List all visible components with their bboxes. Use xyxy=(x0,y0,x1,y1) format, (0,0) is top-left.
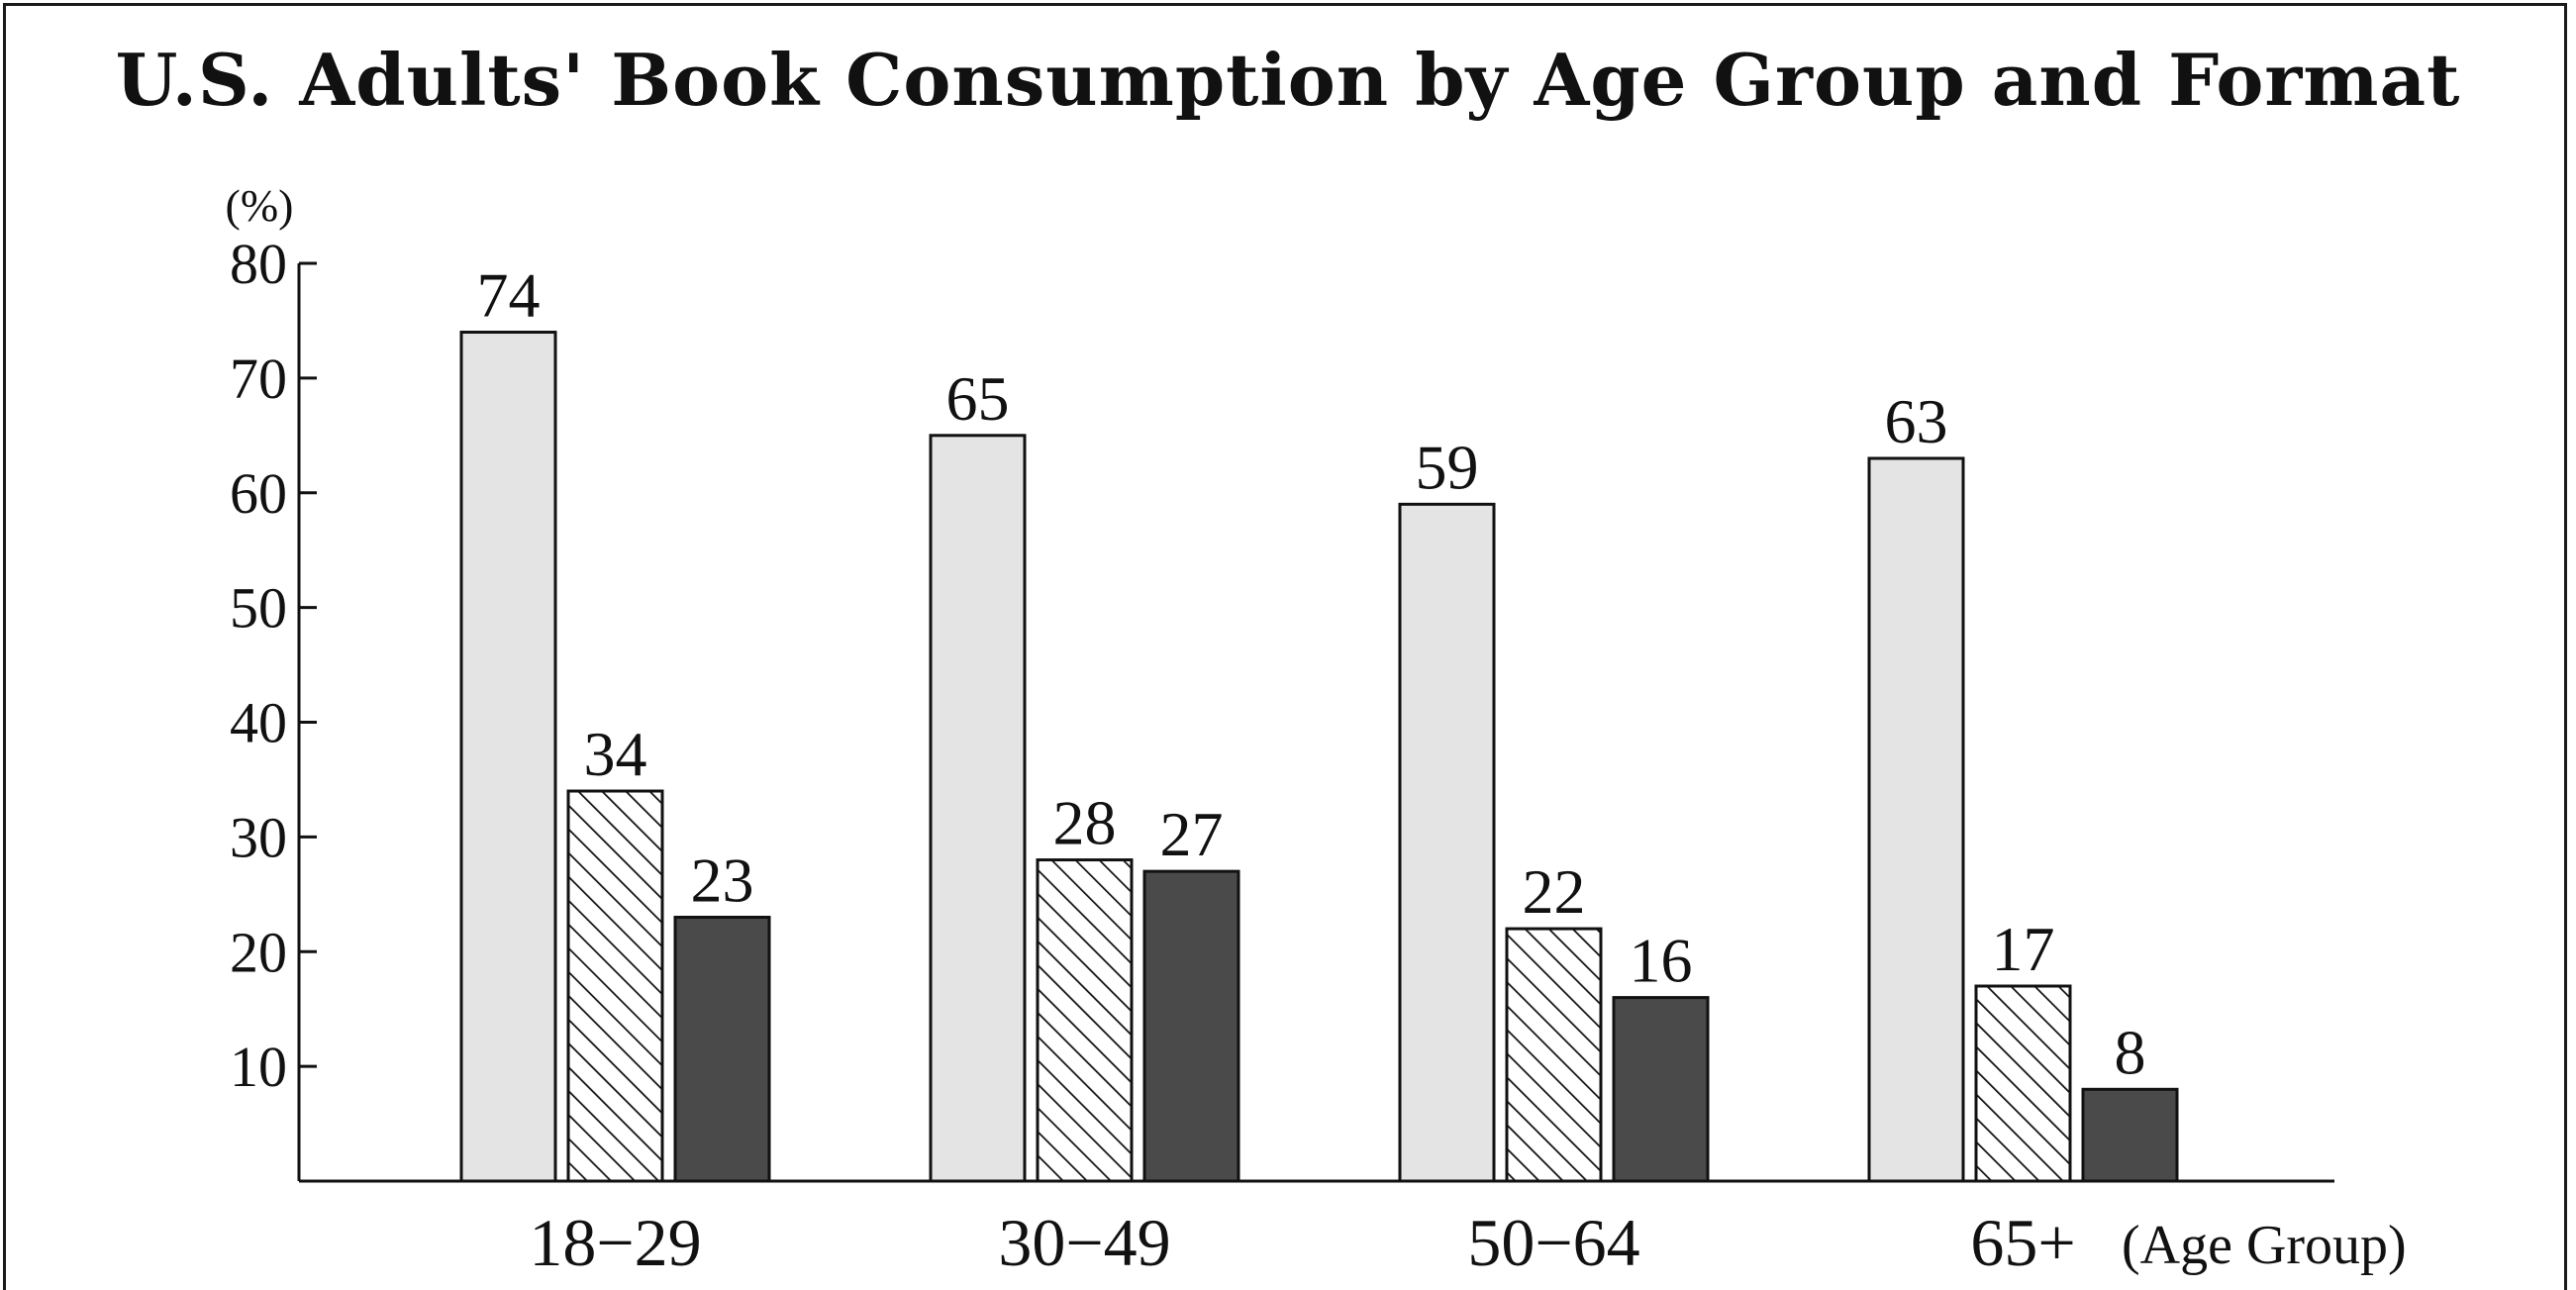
data-label: 22 xyxy=(1523,856,1586,927)
bar-series-3-bar xyxy=(673,915,771,1183)
bar-series-2-bar xyxy=(1974,984,2072,1183)
bar-series-2-bar xyxy=(566,789,664,1183)
bar-series-3-bar xyxy=(1612,996,1710,1183)
bar-series-2-bar xyxy=(1036,858,1134,1183)
y-tick-label: 10 xyxy=(230,1035,287,1099)
bar-series-2-bar xyxy=(1505,927,1603,1183)
labels: 74 34 23 18−29 65 28 27 30−49 59 22 16 50−64 63 17 8 65… xyxy=(477,260,2407,1280)
data-label: 28 xyxy=(1053,788,1117,858)
y-tick-label: 20 xyxy=(230,920,287,984)
y-tick-label: 40 xyxy=(230,691,287,755)
bar-series-3-bar xyxy=(2081,1087,2179,1183)
bar-series-1-bar xyxy=(1867,456,1965,1183)
data-label: 23 xyxy=(691,844,754,915)
data-label: 63 xyxy=(1885,386,1948,456)
data-label: 65 xyxy=(946,363,1010,434)
data-label: 27 xyxy=(1160,799,1224,869)
data-label: 59 xyxy=(1416,432,1479,502)
x-category-label: 50−64 xyxy=(1467,1205,1639,1280)
y-tick-label: 30 xyxy=(230,805,287,869)
data-label: 8 xyxy=(2115,1017,2146,1087)
x-category-label: 18−29 xyxy=(529,1205,701,1280)
x-category-label: 30−49 xyxy=(998,1205,1170,1280)
data-label: 16 xyxy=(1630,926,1693,996)
data-label: 74 xyxy=(477,260,541,331)
bar-series-3-bar xyxy=(1142,869,1240,1183)
bar-series-1-bar xyxy=(1398,502,1496,1183)
bar-series-1-bar xyxy=(929,434,1027,1183)
data-label: 34 xyxy=(584,719,647,789)
x-category-label: 65+ xyxy=(1970,1205,2075,1280)
chart-frame xyxy=(3,3,2567,1290)
x-axis-title: (Age Group) xyxy=(2122,1215,2407,1276)
bar-series-1-bar xyxy=(459,331,557,1183)
chart-title: U.S. Adults' Book Consumption by Age Gro… xyxy=(115,38,2461,122)
y-tick-label: 50 xyxy=(230,576,287,641)
y-tick-label: 60 xyxy=(230,461,287,526)
data-label: 17 xyxy=(1992,914,2055,984)
y-tick-label: 70 xyxy=(230,347,287,411)
bars xyxy=(459,331,2179,1183)
y-axis-unit-label: (%) xyxy=(226,180,294,231)
y-tick-label: 80 xyxy=(230,232,287,296)
